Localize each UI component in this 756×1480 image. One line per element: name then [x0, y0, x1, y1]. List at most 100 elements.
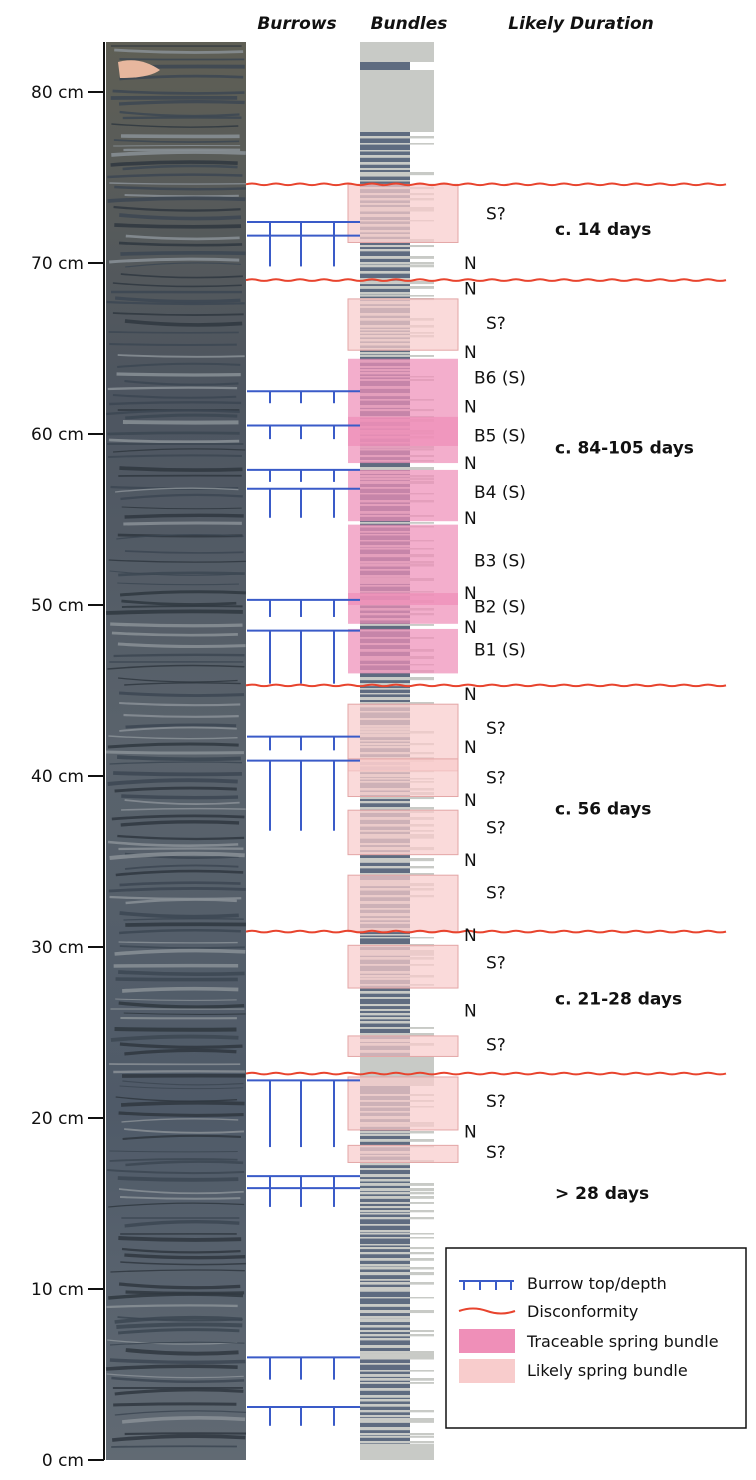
bundle-lamina — [360, 143, 434, 145]
rock-lamina — [124, 864, 239, 870]
bundle-lamina — [360, 1183, 434, 1186]
rock-lamina — [114, 1027, 237, 1032]
bundle-lamina — [360, 801, 410, 804]
bundle-lamina — [360, 861, 410, 863]
rock-lamina — [120, 1261, 246, 1266]
rock-lamina — [109, 851, 245, 860]
bundle-lamina — [360, 1196, 434, 1199]
rock-lamina — [116, 534, 244, 540]
bundle-lamina — [360, 1441, 434, 1444]
rock-lamina — [119, 466, 243, 472]
bundle-lamina — [360, 1217, 434, 1220]
rock-lamina — [118, 1282, 241, 1290]
bundle-lamina — [360, 168, 410, 170]
rock-lamina — [119, 1042, 243, 1049]
rock-lamina — [119, 726, 237, 732]
likely-spring-bundle — [347, 758, 459, 798]
traceable-spring-bundle — [348, 524, 458, 605]
bundle-lamina — [360, 1319, 410, 1323]
burrow-marker — [247, 220, 360, 236]
rock-lamina — [109, 401, 242, 406]
bundle-lamina — [360, 1310, 434, 1314]
rock-lamina — [122, 116, 242, 120]
bundle-lamina — [360, 292, 410, 295]
rock-lamina — [115, 487, 239, 493]
rock-lamina — [117, 354, 245, 358]
rock-lamina — [113, 653, 245, 658]
rock-lamina — [113, 205, 241, 212]
rock-lamina — [118, 1001, 245, 1009]
rock-lamina — [120, 820, 240, 827]
neap-label: N — [464, 926, 477, 946]
rock-lamina — [114, 1388, 244, 1396]
rock-lamina — [112, 312, 244, 316]
neap-label: N — [464, 584, 477, 604]
likely-spring-bundle — [347, 809, 459, 856]
likely-spring-bundle — [347, 298, 459, 351]
traceable-spring-bundle — [348, 469, 458, 522]
bundle-lamina — [360, 1206, 410, 1209]
rock-lamina — [106, 1304, 238, 1309]
rock-lamina — [108, 1202, 245, 1208]
rock-lamina — [109, 761, 243, 765]
rock-lamina — [107, 778, 238, 786]
spring-label: S? — [486, 769, 506, 789]
bundle-lamina — [360, 677, 434, 681]
legend-likely-swatch — [459, 1359, 515, 1383]
rock-lamina — [118, 1111, 244, 1117]
rock-lamina — [124, 513, 244, 519]
rock-lamina — [114, 1315, 243, 1324]
bundle-lamina — [360, 1354, 434, 1358]
rock-lamina — [117, 1328, 240, 1335]
bundle-lamina — [360, 1264, 410, 1267]
burrow-marker — [247, 1356, 360, 1380]
bundle-lamina — [360, 1436, 434, 1438]
legend-traceable-swatch — [459, 1329, 515, 1353]
rock-lamina — [108, 438, 240, 444]
bundle-lamina — [360, 262, 434, 265]
rock-lamina — [124, 1219, 240, 1228]
rock-lamina — [119, 881, 241, 887]
rock-lamina — [117, 362, 241, 368]
rock-lamina — [119, 691, 245, 697]
spring-label: S? — [486, 204, 506, 224]
bundle-lamina — [360, 172, 434, 176]
rock-lamina — [108, 331, 239, 334]
bundle-lamina — [360, 1287, 410, 1291]
bundle-lamina — [360, 1382, 434, 1384]
burrow-marker — [247, 759, 360, 831]
rock-lamina — [119, 590, 246, 597]
rock-lamina — [111, 1445, 237, 1448]
legend-item-disconformity: Disconformity — [458, 1302, 638, 1321]
legend-label-traceable: Traceable spring bundle — [526, 1332, 719, 1351]
likely-spring-bundle — [347, 183, 459, 243]
neap-label: N — [464, 685, 477, 705]
rock-lamina — [106, 1373, 244, 1379]
rock-lamina — [124, 1253, 246, 1260]
rock-lamina — [105, 409, 240, 416]
rock-lamina — [125, 234, 240, 241]
bundle-lamina — [360, 1033, 434, 1037]
rock-lamina — [107, 1339, 238, 1345]
bundle-lamina — [360, 1163, 410, 1166]
rock-lamina — [107, 173, 243, 179]
bundle-lamina — [360, 1267, 434, 1270]
rock-lamina — [124, 1128, 245, 1134]
bundle-lamina — [360, 1297, 434, 1299]
rock-lamina — [116, 372, 241, 377]
rock-lamina — [114, 1410, 246, 1416]
burrow-marker — [247, 598, 360, 617]
neap-label: N — [464, 738, 477, 758]
bundle-lamina — [360, 522, 434, 524]
rock-lamina — [121, 599, 237, 606]
rock-lamina — [119, 911, 239, 919]
rock-lamina — [118, 99, 245, 106]
bundle-lamina — [360, 286, 434, 289]
rock-lamina — [125, 413, 238, 420]
bundle-lamina — [360, 934, 410, 936]
rock-lamina — [113, 1402, 237, 1407]
rock-lamina — [113, 448, 246, 453]
duration-label: c. 84-105 days — [555, 439, 694, 459]
bundle-lamina — [360, 1004, 410, 1007]
spring-label: S? — [486, 818, 506, 838]
